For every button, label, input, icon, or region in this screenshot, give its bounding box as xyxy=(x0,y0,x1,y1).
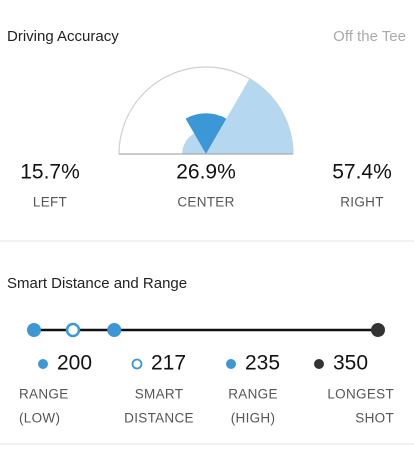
distance-label: SMART xyxy=(135,387,184,402)
distance-label: RANGE xyxy=(228,387,278,402)
legend-dot xyxy=(226,359,236,369)
legend-dot xyxy=(314,359,324,369)
legend-dot xyxy=(131,358,143,370)
distance-value: 350 xyxy=(333,352,368,375)
wedge xyxy=(206,78,293,154)
subtitle: Off the Tee xyxy=(333,28,406,45)
range-marker xyxy=(371,323,385,337)
range-marker xyxy=(65,322,81,338)
stat-value: 57.4% xyxy=(332,161,392,184)
distance-value: 235 xyxy=(245,352,280,375)
distance-label: (LOW) xyxy=(19,411,60,426)
range-marker xyxy=(107,323,122,337)
stat-label: LEFT xyxy=(33,195,67,210)
stat-label: RIGHT xyxy=(340,195,384,210)
distance-label: (HIGH) xyxy=(231,411,276,426)
distance-value: 200 xyxy=(57,352,92,375)
distance-label: LONGEST xyxy=(327,387,394,402)
distance-label: RANGE xyxy=(19,387,69,402)
legend-dot xyxy=(38,359,48,369)
distance-label: DISTANCE xyxy=(124,411,194,426)
wedge xyxy=(185,113,227,154)
section-title: Smart Distance and Range xyxy=(7,275,187,292)
range-marker xyxy=(27,323,41,337)
stat-value: 26.9% xyxy=(176,161,236,184)
distance-value: 217 xyxy=(151,352,186,375)
section-title: Driving Accuracy xyxy=(7,28,119,45)
stat-label: CENTER xyxy=(177,195,234,210)
wedge xyxy=(182,133,206,154)
distance-label: SHOT xyxy=(355,411,394,426)
stat-value: 15.7% xyxy=(20,161,80,184)
